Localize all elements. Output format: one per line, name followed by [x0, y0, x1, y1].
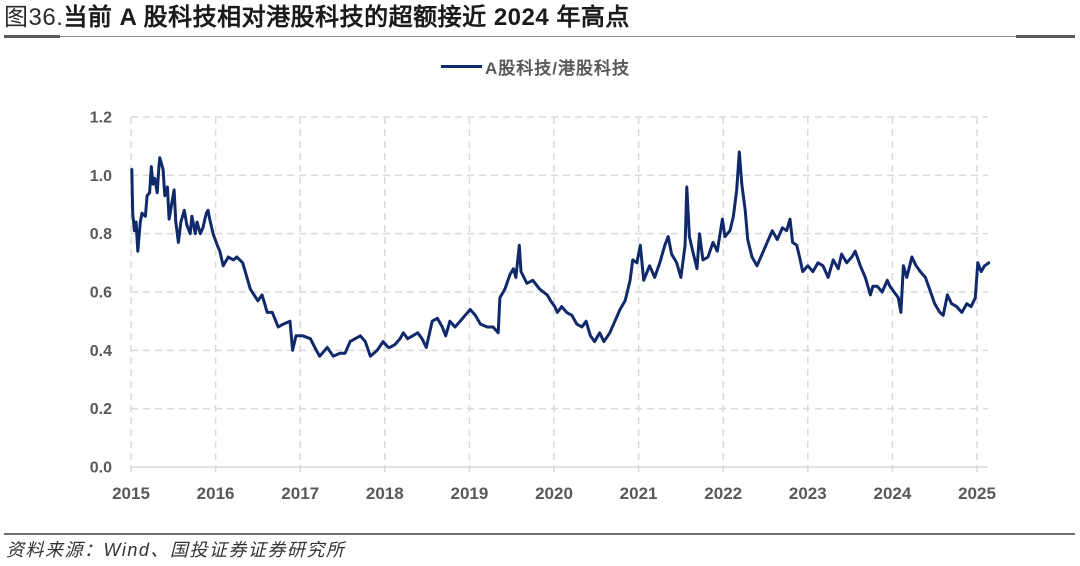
source-note: 资料来源：Wind、国投证券证券研究所: [6, 540, 346, 560]
axes: 0.0 0.2 0.4 0.6 0.8 1.0 1.2 2015 2016 2017 2018 201…: [90, 110, 996, 504]
x-tick-label: 2016: [197, 484, 235, 503]
x-tick-label: 2018: [366, 484, 404, 503]
y-tick-label: 0.0: [90, 460, 112, 477]
y-tick-label: 1.2: [90, 110, 112, 127]
x-tick-label: 2025: [958, 484, 996, 503]
legend-line-swatch: [441, 64, 482, 68]
header-divider-accent-left: [4, 35, 60, 38]
x-tick-label: 2020: [535, 484, 573, 503]
x-tick-label: 2024: [873, 484, 911, 503]
figure-title-text: 当前 A 股科技相对港股科技的超额接近 2024 年高点: [63, 4, 630, 31]
x-tick-label: 2019: [450, 484, 488, 503]
series-line-a-share-tech-vs-hk-tech: [130, 150, 991, 358]
grid-lines: [130, 116, 988, 467]
figure-number: 图36.: [4, 4, 64, 31]
y-tick-label: 1.0: [90, 168, 112, 185]
y-tick-label: 0.6: [90, 285, 112, 302]
series-layer: [130, 150, 991, 358]
x-tick-label: 2023: [789, 484, 827, 503]
x-tick-label: 2017: [281, 484, 319, 503]
figure-title: 图36.当前 A 股科技相对港股科技的超额接近 2024 年高点: [4, 3, 630, 33]
y-tick-label: 0.8: [90, 226, 112, 243]
x-tick-label: 2022: [704, 484, 742, 503]
y-tick-label: 0.4: [90, 343, 112, 360]
x-tick-label: 2021: [620, 484, 658, 503]
x-tick-label: 2015: [112, 484, 150, 503]
header-divider-accent-right: [1016, 35, 1075, 38]
header-divider: [4, 36, 1075, 37]
footer-divider: [4, 533, 1075, 535]
y-tick-label: 0.2: [90, 401, 112, 418]
chart-legend: A股科技/港股科技: [441, 54, 630, 78]
legend-label: A股科技/港股科技: [485, 58, 630, 78]
